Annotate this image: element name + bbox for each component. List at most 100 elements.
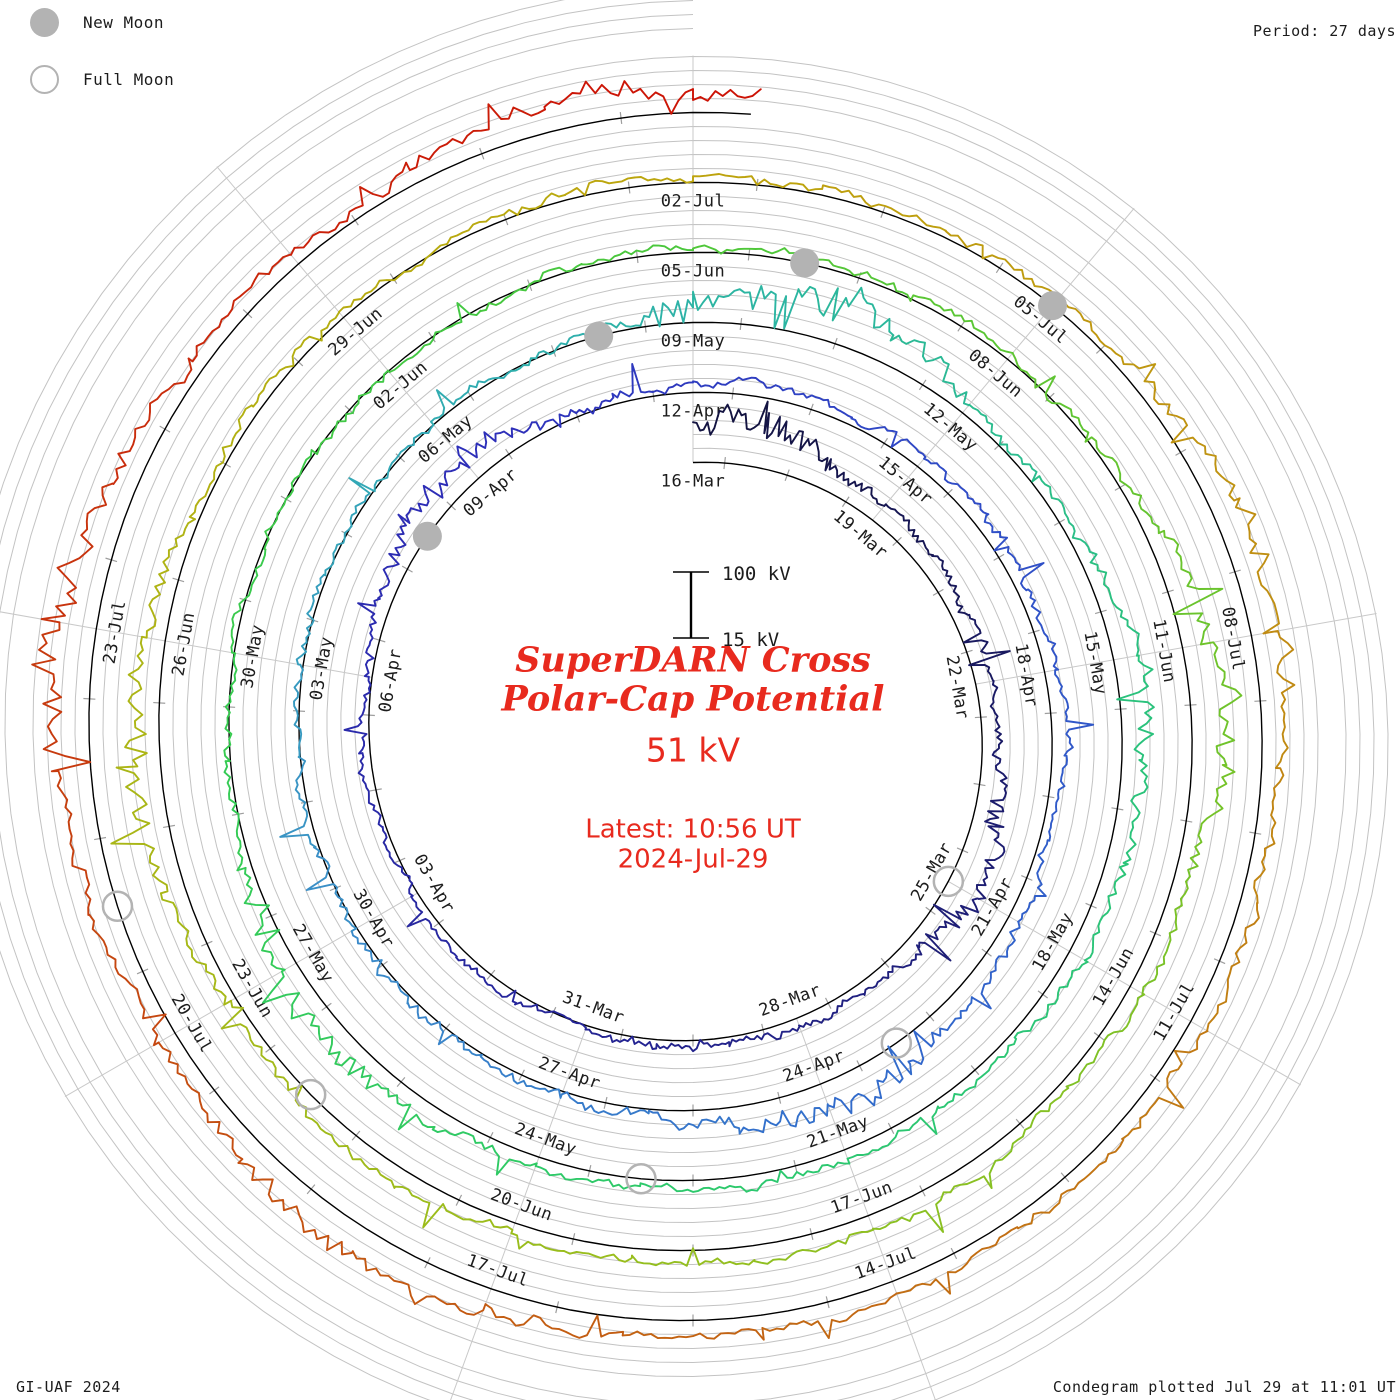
data-segment [350, 930, 410, 1005]
data-segment [738, 1103, 830, 1135]
radial-spoke [216, 166, 479, 479]
data-segment [289, 161, 408, 256]
data-segment [141, 518, 196, 639]
data-segment [938, 1036, 1018, 1109]
data-segment [1157, 529, 1224, 646]
date-label: 29-Jun [325, 304, 387, 361]
data-segment [484, 1303, 625, 1339]
date-label: 17-Jun [828, 1177, 895, 1218]
baseline-spiral [88, 111, 1263, 1322]
full-moon-icon [30, 64, 59, 94]
date-label: 30-Apr [349, 886, 399, 952]
date-label: 31-Mar [560, 987, 627, 1028]
data-segment [909, 294, 1014, 354]
data-segment [1084, 436, 1160, 535]
data-segment [431, 1128, 538, 1176]
data-segment [243, 866, 286, 973]
potential-data-line [31, 80, 1296, 1341]
date-label: 14-Jun [1089, 944, 1139, 1010]
current-value: 51 kV [645, 730, 741, 770]
center-annotation: SuperDARN Cross Polar-Cap Potential 51 k… [502, 640, 885, 875]
data-segment [534, 1165, 642, 1190]
data-segment [692, 400, 769, 436]
date-label: 11-Jul [1150, 979, 1200, 1045]
date-label: 28-Mar [756, 980, 823, 1021]
data-segment [237, 1161, 354, 1256]
data-segment [692, 173, 824, 192]
date-label: 03-May [306, 635, 337, 702]
data-segment [351, 1250, 487, 1316]
legend-new-moon: New Moon [30, 4, 174, 40]
data-segment [263, 449, 313, 551]
data-segment [821, 184, 947, 232]
data-segment [357, 752, 384, 828]
data-segment [535, 396, 615, 431]
date-label: 20-Jul [167, 991, 217, 1057]
data-segment [394, 1185, 514, 1235]
chart-title-line1: SuperDARN Cross [515, 639, 871, 681]
data-segment [923, 456, 990, 516]
full-moon-label: Full Moon [83, 69, 175, 89]
data-segment [1058, 294, 1157, 391]
data-segment [88, 913, 167, 1047]
date-label: 27-May [288, 921, 338, 987]
data-segment [597, 299, 694, 337]
data-segment [299, 1103, 397, 1189]
data-segment [648, 1109, 741, 1135]
date-label: 26-Jun [168, 611, 199, 678]
data-segment [1054, 668, 1095, 757]
data-segment [1253, 767, 1285, 904]
data-segment [543, 80, 694, 115]
new-moon-icon [30, 7, 59, 37]
date-label: 18-Apr [1010, 642, 1041, 709]
radial-spoke [64, 892, 418, 1098]
data-segment [295, 573, 325, 666]
data-segment [456, 421, 538, 469]
data-segment [989, 680, 1004, 753]
data-segment [1121, 1029, 1209, 1140]
data-segment [279, 756, 317, 849]
date-label: 23-Jun [227, 956, 277, 1022]
data-segment [397, 461, 471, 524]
date-label: 23-Jul [100, 599, 131, 666]
data-segment [343, 675, 372, 755]
data-segment [988, 1085, 1070, 1189]
data-segment [796, 285, 895, 337]
moon-markers [101, 248, 1067, 1195]
new-moon-marker [584, 321, 614, 351]
data-segment [56, 770, 92, 916]
period-label: Period: 27 days [1253, 22, 1396, 40]
data-segment [187, 253, 292, 363]
data-segment [250, 311, 341, 408]
latest-date: 2024-Jul-29 [617, 844, 769, 875]
data-segment [824, 458, 886, 507]
data-segment [1153, 388, 1236, 502]
data-segment [895, 1226, 1020, 1295]
data-segment [774, 384, 853, 419]
new-moon-marker [790, 248, 820, 278]
chart-title: SuperDARN Cross Polar-Cap Potential [502, 639, 885, 719]
data-segment [509, 331, 600, 373]
data-segment [763, 412, 829, 472]
data-segment [310, 369, 390, 456]
data-segment [944, 229, 1063, 297]
data-segment [305, 846, 358, 933]
radial-spoke [872, 207, 1135, 521]
date-label: 11-Jun [1148, 618, 1179, 685]
data-segment [584, 1028, 658, 1050]
date-label: 19-Mar [829, 506, 891, 563]
data-segment [753, 1227, 875, 1265]
date-label: 08-Jun [964, 345, 1026, 402]
data-segment [846, 1105, 940, 1160]
data-segment [455, 956, 518, 1006]
data-segment [223, 760, 247, 872]
data-segment [348, 423, 435, 495]
data-segment [798, 992, 866, 1028]
data-segment [1025, 588, 1059, 671]
date-label: 06-Apr [375, 647, 406, 714]
spiral-baselines [88, 111, 1263, 1322]
data-segment [872, 1175, 993, 1233]
date-label: 08-Jul [1217, 605, 1248, 672]
date-label: 24-May [512, 1119, 579, 1160]
data-segment [159, 892, 232, 1006]
